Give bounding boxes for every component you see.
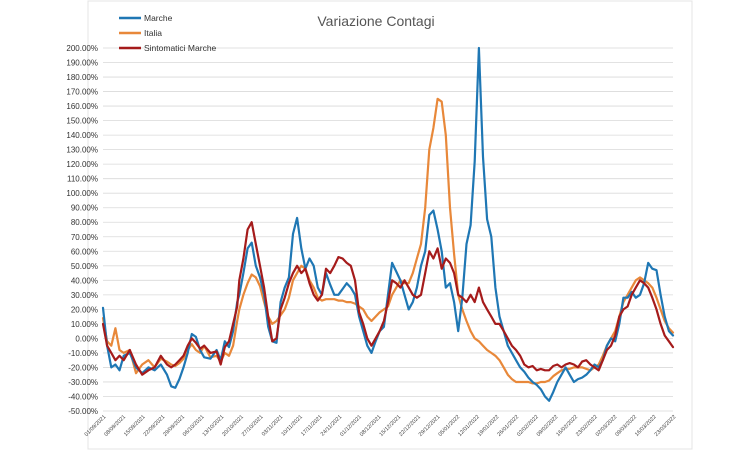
- legend-label: Marche: [144, 13, 173, 23]
- series-line-sintomatici-marche: [101, 221, 675, 376]
- y-tick-label: 100.00%: [66, 189, 98, 198]
- legend-label: Sintomatici Marche: [144, 43, 217, 53]
- y-tick-label: 70.00%: [71, 233, 98, 242]
- series-line-marche: [101, 46, 675, 402]
- y-tick-label: -40.00%: [68, 392, 98, 401]
- y-axis: -50.00% -40.00% -30.00% -20.00% -10.00% 0.00%…: [66, 44, 98, 416]
- y-tick-label: -50.00%: [68, 407, 98, 416]
- y-tick-label: 120.00%: [66, 160, 98, 169]
- y-tick-label: 30.00%: [71, 291, 98, 300]
- y-tick-label: 90.00%: [71, 204, 98, 213]
- y-tick-label: 0.00%: [75, 334, 98, 343]
- y-tick-label: 110.00%: [67, 175, 98, 184]
- y-tick-label: 150.00%: [66, 117, 98, 126]
- series-lines: [101, 46, 675, 402]
- y-tick-label: 190.00%: [66, 59, 98, 68]
- y-tick-label: -30.00%: [68, 378, 98, 387]
- y-tick-label: 60.00%: [71, 247, 98, 256]
- legend-label: Italia: [144, 28, 162, 38]
- y-tick-label: 130.00%: [66, 146, 98, 155]
- y-tick-label: 170.00%: [66, 88, 98, 97]
- y-tick-label: 50.00%: [71, 262, 98, 271]
- legend: Marche Italia Sintomatici Marche: [119, 13, 217, 53]
- y-tick-label: 20.00%: [71, 305, 98, 314]
- y-tick-label: -10.00%: [68, 349, 98, 358]
- y-tick-label: 80.00%: [71, 218, 98, 227]
- y-tick-label: 10.00%: [71, 320, 98, 329]
- chart-border: [87, 0, 693, 450]
- y-tick-label: -20.00%: [68, 363, 98, 372]
- y-tick-label: 40.00%: [71, 276, 98, 285]
- y-tick-label: 160.00%: [66, 102, 98, 111]
- y-tick-label: 140.00%: [66, 131, 98, 140]
- y-tick-label: 180.00%: [66, 73, 98, 82]
- y-tick-label: 200.00%: [66, 44, 98, 53]
- chart-title: Variazione Contagi: [317, 13, 434, 29]
